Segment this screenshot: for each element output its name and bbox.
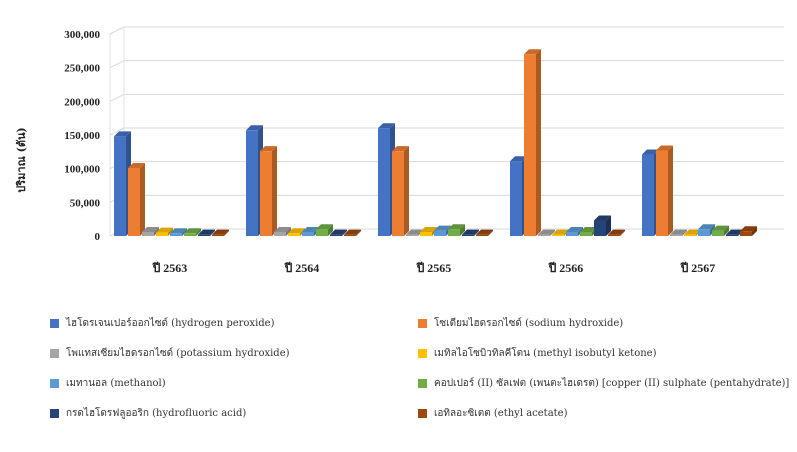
bar: [316, 224, 333, 236]
legend-swatch: [50, 319, 59, 328]
bar: [198, 229, 215, 236]
legend-item: ไฮโดรเจนเปอร์ออกไซด์ (hydrogen peroxide): [50, 316, 275, 331]
bar: [670, 229, 687, 236]
legend-swatch: [50, 349, 59, 358]
bar: [712, 225, 729, 236]
bars: [114, 49, 757, 237]
y-tick-label: 150,000: [64, 130, 100, 142]
legend-label: โพแทสเซียมไฮดรอกไซด์ (potassium hydroxid…: [66, 348, 290, 359]
bar: [594, 215, 611, 236]
y-tick-label: 0: [95, 231, 101, 243]
bar: [538, 229, 555, 236]
bar: [128, 162, 145, 236]
bar: [510, 156, 527, 236]
legend-label: โซเดียมไฮดรอกไซด์ (sodium hydroxide): [434, 318, 624, 329]
gridline-depth: [109, 26, 125, 35]
gridline-depth: [109, 93, 125, 102]
legend-swatch: [50, 379, 59, 388]
x-category-label: ปี 2564: [284, 261, 319, 275]
bar: [608, 229, 625, 236]
axis-labels: 0 50,000 100,000 150,000 200,000 250,000 300,0…: [64, 29, 715, 275]
legend-label: เมทานอล (methanol): [66, 378, 166, 389]
bar: [740, 226, 757, 236]
legend-item: เมทิลไอโซบิวทิลคีโตน (methyl isobutyl ke…: [418, 346, 656, 361]
y-tick-label: 200,000: [64, 96, 100, 108]
legend-item: โซเดียมไฮดรอกไซด์ (sodium hydroxide): [418, 316, 623, 331]
legend-swatch: [418, 379, 427, 388]
bar: [330, 229, 347, 236]
legend-item: คอปเปอร์ (II) ซัลเฟต (เพนตะไฮเดรต) [copp…: [418, 376, 789, 391]
bar: [448, 224, 465, 236]
legend-label: ไฮโดรเจนเปอร์ออกไซด์ (hydrogen peroxide): [66, 318, 275, 329]
bar: [524, 49, 541, 237]
y-tick-label: 50,000: [70, 197, 101, 209]
x-category-label: ปี 2567: [680, 261, 715, 275]
bar: [392, 146, 409, 236]
gridlines: [109, 26, 784, 237]
bar: [170, 228, 187, 236]
bar: [656, 145, 673, 236]
x-category-label: ปี 2563: [152, 261, 187, 275]
legend-swatch: [418, 349, 427, 358]
legend-swatch: [50, 409, 59, 418]
bar: [476, 229, 493, 236]
legend-item: เอทิลอะซิเตต (ethyl acetate): [418, 406, 568, 421]
chart: 0 50,000 100,000 150,000 200,000 250,000 300,0…: [15, 26, 784, 275]
legend-label: เมทิลไอโซบิวทิลคีโตน (methyl isobutyl ke…: [434, 348, 657, 359]
gridline-depth: [109, 60, 125, 69]
legend-item: โพแทสเซียมไฮดรอกไซด์ (potassium hydroxid…: [50, 346, 290, 361]
y-tick-label: 250,000: [64, 63, 100, 75]
legend-label: เอทิลอะซิเตต (ethyl acetate): [434, 408, 568, 419]
y-tick-label: 300,000: [64, 29, 100, 41]
gridline-depth: [109, 127, 125, 136]
legend-label: กรดไฮโดรฟลูออริก (hydrofluoric acid): [66, 408, 247, 419]
bar: [274, 226, 291, 236]
y-axis-label: ปริมาณ (ตัน): [15, 127, 28, 192]
bar: [344, 229, 361, 236]
bar: [184, 228, 201, 236]
bar: [212, 229, 229, 236]
legend-swatch: [418, 319, 427, 328]
bar: [260, 146, 277, 236]
legend-item: เมทานอล (methanol): [50, 376, 166, 391]
legend-swatch: [418, 409, 427, 418]
x-category-label: ปี 2565: [416, 261, 451, 275]
bar: [462, 229, 479, 236]
x-category-label: ปี 2566: [548, 261, 583, 275]
bar: [142, 226, 159, 236]
bar: [156, 227, 173, 236]
legend-item: กรดไฮโดรฟลูออริก (hydrofluoric acid): [50, 406, 246, 421]
y-tick-label: 100,000: [64, 164, 100, 176]
legend-label: คอปเปอร์ (II) ซัลเฟต (เพนตะไฮเดรต) [copp…: [434, 378, 790, 389]
